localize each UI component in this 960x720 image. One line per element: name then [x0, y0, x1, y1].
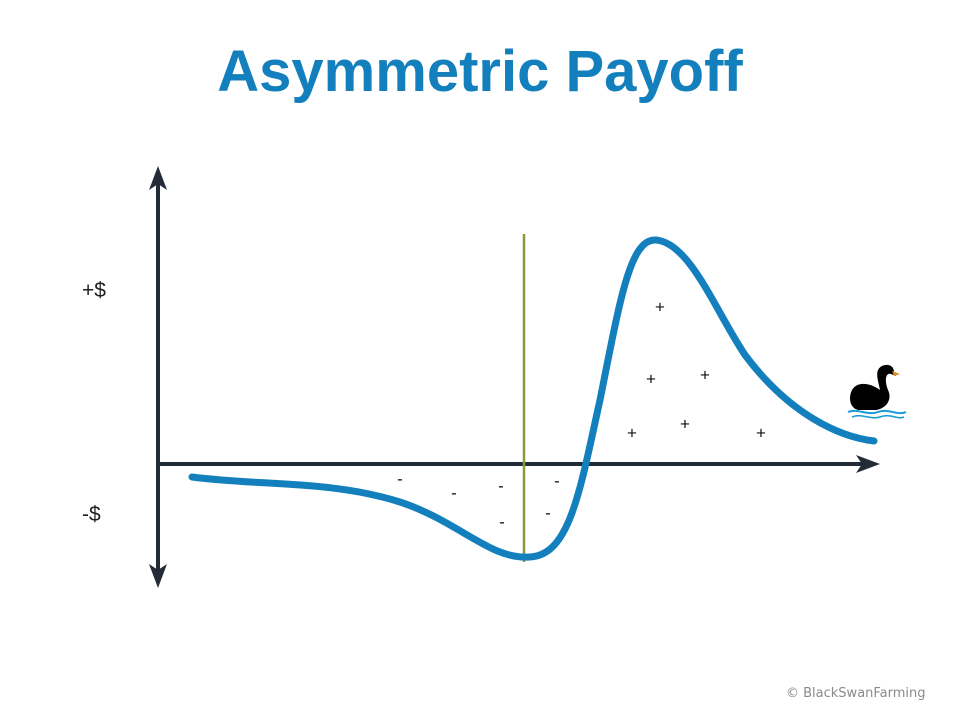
y-axis [149, 166, 167, 588]
gain-marker: + [700, 365, 710, 385]
y-axis-positive-label: +$ [82, 279, 106, 302]
gain-marker: + [680, 414, 690, 434]
gain-marker: + [655, 297, 665, 317]
loss-marker: - [498, 476, 504, 496]
y-axis-negative-label: -$ [82, 503, 101, 526]
loss-marker: - [545, 503, 551, 523]
loss-marker: - [397, 469, 403, 489]
gain-marker: + [646, 369, 656, 389]
black-swan-icon [847, 364, 907, 419]
copyright-credit: © BlackSwanFarming [786, 686, 926, 701]
page-title: Asymmetric Payoff [217, 39, 743, 104]
payoff-curve [188, 236, 878, 561]
gain-marker: + [627, 423, 637, 443]
loss-marker: - [451, 483, 457, 503]
loss-marker: - [499, 512, 505, 532]
x-axis [158, 455, 880, 473]
loss-marker: - [554, 471, 560, 491]
gain-marker: + [756, 423, 766, 443]
